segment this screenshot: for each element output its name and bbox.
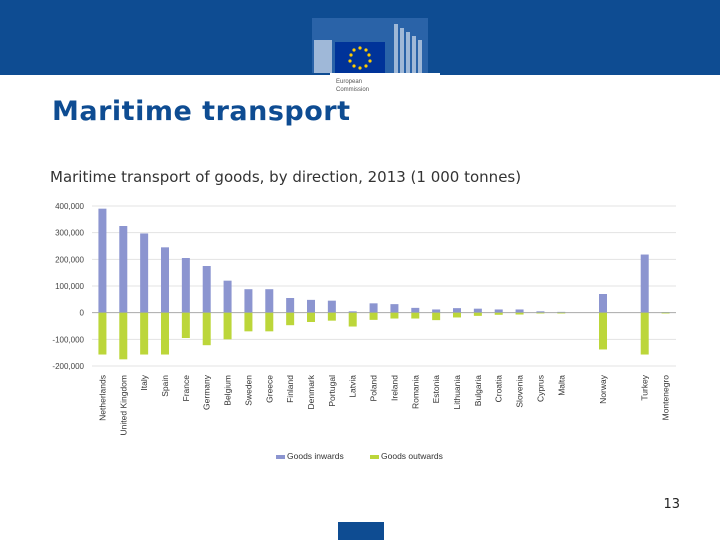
x-tick-label: Italy	[139, 374, 149, 390]
legend-swatch	[370, 455, 379, 459]
x-tick-label: Denmark	[306, 374, 316, 409]
legend-swatch	[276, 455, 285, 459]
bar-goods-inwards	[369, 303, 378, 313]
footer-flag	[338, 522, 384, 540]
bar-goods-inwards	[327, 300, 336, 313]
y-tick-label: 200,000	[55, 255, 84, 264]
y-tick-label: -100,000	[52, 335, 84, 344]
bar-goods-outwards	[307, 312, 315, 322]
bar-goods-outwards	[411, 312, 420, 319]
bar-goods-outwards	[453, 312, 461, 318]
bar-goods-outwards	[599, 312, 607, 350]
x-tick-label: Slovenia	[515, 375, 525, 408]
bar-goods-inwards	[599, 294, 607, 313]
bar-goods-outwards	[494, 312, 503, 315]
page-title: Maritime transport	[52, 96, 351, 127]
bar-goods-outwards	[432, 312, 441, 321]
legend-label: Goods inwards	[287, 451, 344, 461]
bar-goods-inwards	[453, 308, 461, 313]
x-tick-label: Latvia	[348, 375, 358, 398]
x-tick-label: Cyprus	[535, 375, 545, 402]
bar-goods-inwards	[119, 226, 128, 313]
x-tick-label: Spain	[160, 375, 170, 397]
bar-goods-inwards	[181, 258, 190, 313]
bar-goods-inwards	[265, 289, 274, 313]
bar-goods-outwards	[223, 312, 232, 340]
bar-goods-outwards	[536, 312, 545, 314]
bar-goods-inwards	[161, 247, 169, 313]
bar-goods-outwards	[661, 312, 670, 314]
bar-goods-outwards	[244, 312, 253, 332]
bar-goods-outwards	[119, 312, 128, 360]
x-tick-label: Romania	[410, 375, 420, 409]
bar-goods-inwards	[140, 233, 149, 313]
chart-title: Maritime transport of goods, by directio…	[50, 168, 522, 186]
logo-text-commission: Commission	[336, 87, 369, 93]
x-tick-label: Croatia	[494, 375, 504, 403]
bar-goods-inwards	[348, 311, 357, 313]
bar-goods-inwards	[244, 289, 253, 313]
x-tick-label: Poland	[369, 375, 379, 402]
bar-goods-inwards	[411, 307, 420, 313]
bar-goods-outwards	[161, 312, 169, 355]
bar-goods-inwards	[390, 304, 399, 313]
x-tick-label: Montenegro	[661, 375, 671, 421]
bar-goods-inwards	[307, 299, 315, 313]
x-tick-label: Greece	[264, 375, 274, 403]
bar-goods-inwards	[536, 311, 545, 313]
logo-text-european: European	[336, 79, 362, 85]
bar-goods-inwards	[473, 308, 482, 313]
page-number: 13	[663, 497, 680, 512]
bar-goods-inwards	[432, 309, 441, 313]
bar-goods-outwards	[286, 312, 295, 326]
bar-goods-inwards	[557, 311, 566, 313]
x-tick-label: Sweden	[243, 375, 253, 406]
y-tick-label: 400,000	[55, 202, 84, 211]
x-tick-label: Estonia	[431, 375, 441, 404]
x-tick-label: Ireland	[389, 375, 399, 401]
y-tick-label: 0	[80, 309, 85, 318]
x-tick-label: United Kingdom	[118, 375, 128, 435]
bar-goods-outwards	[98, 312, 107, 355]
x-tick-label: Lithuania	[452, 375, 462, 410]
bar-goods-outwards	[140, 312, 149, 355]
bar-goods-inwards	[661, 312, 670, 313]
x-tick-label: Turkey	[640, 374, 650, 400]
x-tick-label: Norway	[598, 374, 608, 404]
bar-goods-outwards	[473, 312, 482, 316]
x-tick-label: Finland	[285, 375, 295, 403]
x-tick-label: Malta	[556, 375, 566, 396]
x-tick-label: Netherlands	[97, 375, 107, 421]
bar-goods-inwards	[202, 266, 211, 313]
bar-goods-outwards	[265, 312, 274, 332]
bar-goods-inwards	[98, 208, 107, 313]
x-tick-label: France	[181, 375, 191, 402]
bar-goods-outwards	[369, 312, 378, 320]
bar-goods-inwards	[223, 280, 232, 313]
y-tick-label: -200,000	[52, 362, 84, 371]
bar-goods-inwards	[640, 254, 649, 313]
bar-goods-outwards	[181, 312, 190, 338]
x-tick-label: Bulgaria	[473, 375, 483, 406]
bar-goods-inwards	[286, 298, 295, 313]
bar-goods-outwards	[515, 312, 524, 315]
bar-goods-outwards	[557, 312, 566, 314]
legend-label: Goods outwards	[381, 451, 443, 461]
bar-goods-outwards	[640, 312, 649, 355]
x-tick-label: Portugal	[327, 375, 337, 407]
bar-goods-outwards	[327, 312, 336, 321]
bar-goods-outwards	[202, 312, 211, 346]
bar-goods-inwards	[494, 309, 503, 313]
european-commission-logo: European Commission	[312, 18, 440, 100]
bar-goods-outwards	[390, 312, 399, 319]
x-tick-label: Germany	[202, 374, 212, 410]
y-tick-label: 100,000	[55, 282, 84, 291]
bar-goods-outwards	[348, 312, 357, 327]
y-tick-label: 300,000	[55, 229, 84, 238]
x-tick-label: Belgium	[223, 375, 233, 406]
bar-chart: 400,000 300,000 200,000 100,000 0 -100,000 -20…	[52, 202, 676, 461]
bar-goods-inwards	[515, 309, 524, 313]
